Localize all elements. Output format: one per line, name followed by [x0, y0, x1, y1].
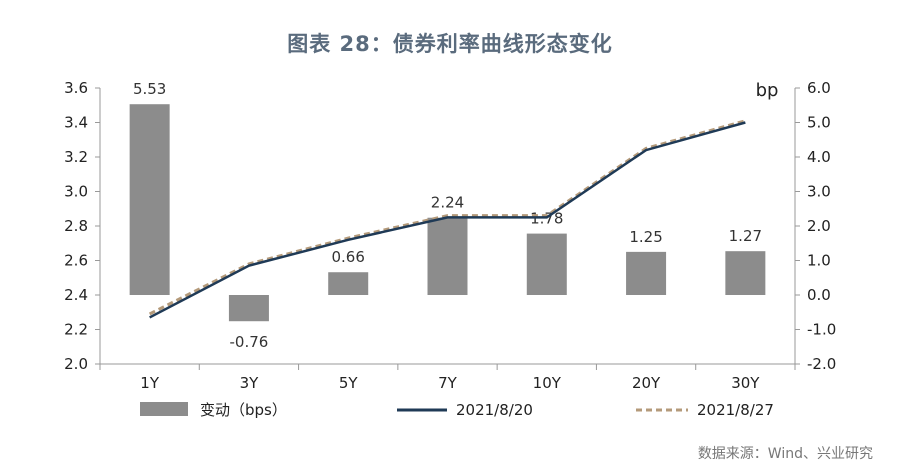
bar: [427, 217, 468, 295]
data-label: -0.76: [230, 333, 269, 351]
source-note: 数据来源：Wind、兴业研究: [697, 446, 873, 462]
bar: [725, 251, 766, 295]
data-label: 5.53: [133, 80, 166, 98]
x-tick-label: 20Y: [632, 374, 661, 392]
bar: [328, 272, 369, 295]
left-tick-label: 3.4: [64, 114, 88, 132]
line-series-20210820: [149, 121, 746, 319]
right-tick-label: 3.0: [807, 183, 831, 201]
left-tick-label: 2.2: [64, 321, 88, 339]
right-tick-label: 1.0: [807, 252, 831, 270]
x-tick-label: 3Y: [240, 374, 260, 392]
x-tick-label: 1Y: [140, 374, 160, 392]
right-tick-label: 0.0: [807, 286, 831, 304]
x-tick-label: 7Y: [438, 374, 458, 392]
data-label: 2.24: [431, 194, 464, 212]
legend-label-line-0827: 2021/8/27: [697, 401, 774, 419]
legend-label-bar: 变动（bps）: [200, 401, 287, 419]
bar: [526, 233, 567, 295]
left-tick-label: 2.6: [64, 252, 88, 270]
left-tick-label: 2.0: [64, 355, 88, 373]
left-tick-label: 3.0: [64, 183, 88, 201]
chart-title: 图表 28：债券利率曲线形态变化: [287, 32, 613, 56]
legend-label-line-0820: 2021/8/20: [456, 401, 533, 419]
legend-swatch-bar: [140, 402, 188, 416]
data-label: 0.66: [332, 248, 365, 266]
right-tick-label: 6.0: [807, 79, 831, 97]
left-tick-label: 2.8: [64, 217, 88, 235]
right-axis-unit: bp: [756, 80, 779, 101]
bar: [626, 251, 667, 295]
x-tick-label: 30Y: [731, 374, 760, 392]
left-tick-label: 3.6: [64, 79, 88, 97]
x-tick-label: 10Y: [533, 374, 562, 392]
data-label: 1.27: [729, 227, 762, 245]
left-tick-label: 2.4: [64, 286, 88, 304]
data-label: 1.25: [629, 228, 662, 246]
right-tick-label: 4.0: [807, 148, 831, 166]
right-tick-label: 2.0: [807, 217, 831, 235]
right-tick-label: 5.0: [807, 114, 831, 132]
right-tick-label: -1.0: [807, 321, 836, 339]
bar: [129, 104, 170, 295]
x-tick-label: 5Y: [339, 374, 359, 392]
right-tick-label: -2.0: [807, 355, 836, 373]
left-tick-label: 3.2: [64, 148, 88, 166]
line-series-20210827: [148, 119, 746, 316]
bar: [228, 295, 269, 322]
